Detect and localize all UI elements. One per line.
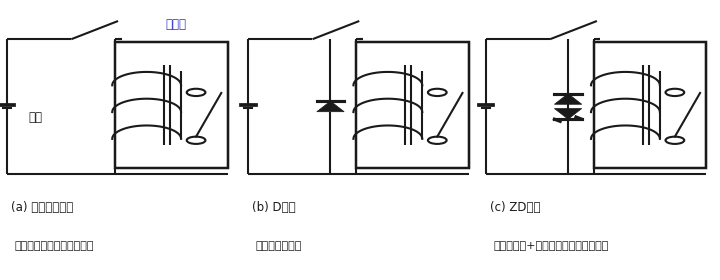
Bar [115, 42, 228, 168]
Bar [594, 42, 706, 168]
Text: (c) ZD接続: (c) ZD接続 [490, 201, 540, 214]
Text: ダイオード+ツェナーダイオード方式: ダイオード+ツェナーダイオード方式 [493, 241, 608, 251]
Polygon shape [554, 94, 582, 104]
Text: コイルサージ吸収回路なし: コイルサージ吸収回路なし [14, 241, 94, 251]
Polygon shape [554, 109, 582, 119]
Text: ダイオード方式: ダイオード方式 [256, 241, 302, 251]
Text: (a) 吸収回路なし: (a) 吸収回路なし [11, 201, 73, 214]
Polygon shape [317, 101, 344, 112]
Text: 電源: 電源 [28, 111, 42, 124]
Text: (b) D接続: (b) D接続 [252, 201, 296, 214]
Text: リレー: リレー [166, 18, 186, 31]
Bar [356, 42, 469, 168]
